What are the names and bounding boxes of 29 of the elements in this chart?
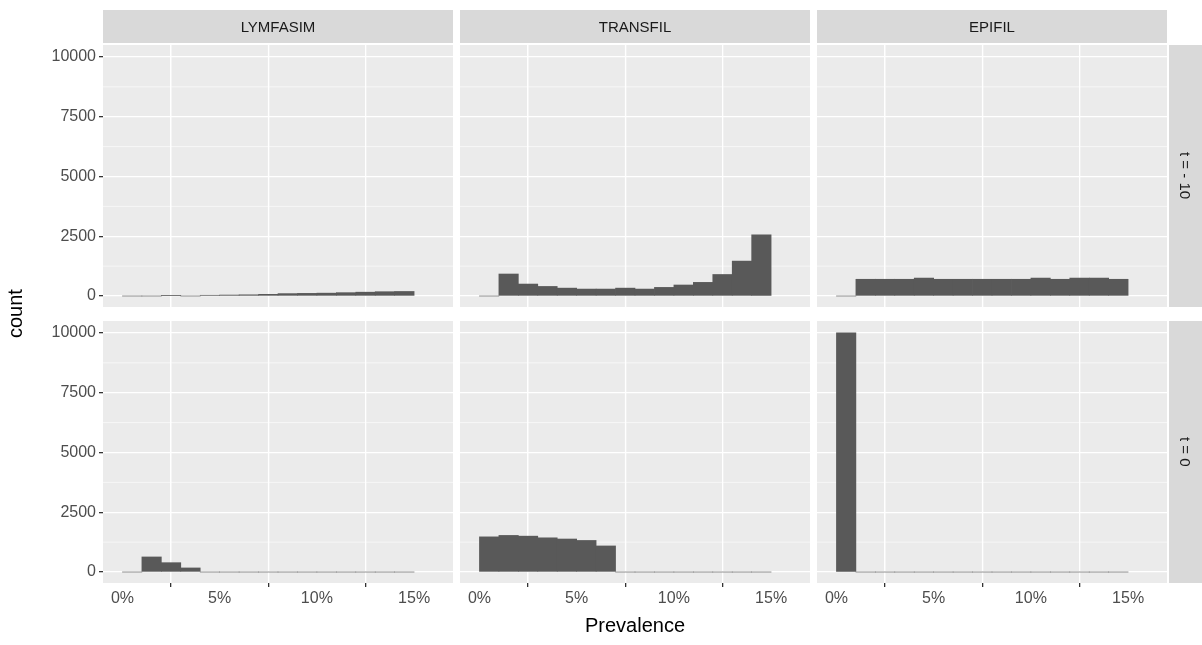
x-tick-label: 0% <box>110 589 135 607</box>
x-tick-label: 15% <box>1112 589 1145 607</box>
chart-title: TRANSFIL <box>460 10 810 43</box>
x-tick-label: 10% <box>657 589 690 607</box>
x-tick-label: 10% <box>1014 589 1047 607</box>
chart-title: EPIFIL <box>817 10 1167 43</box>
x-tick-label: 0% <box>824 589 849 607</box>
y-tick-label: 5000 <box>60 442 97 460</box>
x-axis-title: Prevalence <box>583 612 687 638</box>
y-tick-label: 10000 <box>51 47 97 65</box>
text: t = - 10 <box>1169 45 1202 307</box>
x-tick-label: 15% <box>398 589 431 607</box>
y-tick-label: 7500 <box>60 383 97 401</box>
text: t = 0 <box>1169 321 1202 583</box>
y-tick-label: 2500 <box>60 502 97 520</box>
y-tick-label: 10000 <box>51 323 97 341</box>
x-tick-label: 10% <box>300 589 333 607</box>
chart-title: LYMFASIM <box>103 10 453 43</box>
x-tick-label: 5% <box>208 589 232 607</box>
y-axis-title: count <box>2 288 27 341</box>
y-tick-label: 0 <box>87 562 97 580</box>
y-tick-label: 0 <box>87 286 97 304</box>
x-tick-label: 5% <box>565 589 589 607</box>
x-tick-label: 15% <box>755 589 788 607</box>
y-tick-label: 7500 <box>60 107 97 125</box>
x-tick-label: 0% <box>467 589 492 607</box>
y-tick-label: 5000 <box>60 166 97 184</box>
x-tick-label: 5% <box>922 589 946 607</box>
y-tick-label: 2500 <box>60 226 97 244</box>
